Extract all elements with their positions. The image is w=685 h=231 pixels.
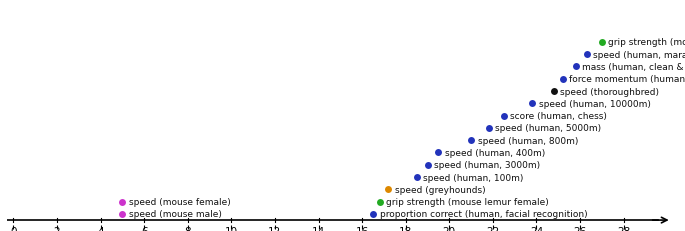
Text: 18: 18 bbox=[399, 226, 412, 231]
Text: speed (greyhounds): speed (greyhounds) bbox=[395, 185, 486, 194]
Text: 16: 16 bbox=[356, 226, 369, 231]
Text: 12: 12 bbox=[269, 226, 282, 231]
Text: 14: 14 bbox=[312, 226, 325, 231]
Text: 26: 26 bbox=[573, 226, 586, 231]
Text: 6: 6 bbox=[141, 226, 147, 231]
Text: speed (human, 10000m): speed (human, 10000m) bbox=[538, 99, 651, 108]
Text: speed (thoroughbred): speed (thoroughbred) bbox=[560, 87, 660, 96]
Text: speed (human, 100m): speed (human, 100m) bbox=[423, 173, 523, 182]
Text: speed (human, 3000m): speed (human, 3000m) bbox=[434, 161, 540, 170]
Text: grip strength (mouse lemur male): grip strength (mouse lemur male) bbox=[608, 38, 685, 47]
Text: force momentum (human, shot put): force momentum (human, shot put) bbox=[569, 75, 685, 84]
Text: 24: 24 bbox=[530, 226, 543, 231]
Text: 10: 10 bbox=[225, 226, 238, 231]
Text: 0: 0 bbox=[10, 226, 16, 231]
Text: speed (human, 400m): speed (human, 400m) bbox=[445, 148, 545, 157]
Text: 2: 2 bbox=[53, 226, 60, 231]
Text: 4: 4 bbox=[97, 226, 104, 231]
Text: grip strength (mouse lemur female): grip strength (mouse lemur female) bbox=[386, 197, 549, 206]
Text: 28: 28 bbox=[617, 226, 630, 231]
Text: 8: 8 bbox=[184, 226, 191, 231]
Text: proportion correct (human, facial recognition): proportion correct (human, facial recogn… bbox=[379, 210, 587, 219]
Text: mass (human, clean & jerk): mass (human, clean & jerk) bbox=[582, 63, 685, 72]
Text: speed (human, marathon): speed (human, marathon) bbox=[593, 50, 685, 59]
Text: speed (mouse male): speed (mouse male) bbox=[129, 210, 222, 219]
Text: speed (human, 800m): speed (human, 800m) bbox=[477, 136, 578, 145]
Text: 20: 20 bbox=[443, 226, 456, 231]
Text: speed (human, 5000m): speed (human, 5000m) bbox=[495, 124, 601, 133]
Text: score (human, chess): score (human, chess) bbox=[510, 112, 607, 121]
Text: speed (mouse female): speed (mouse female) bbox=[129, 197, 231, 206]
Text: 22: 22 bbox=[486, 226, 499, 231]
